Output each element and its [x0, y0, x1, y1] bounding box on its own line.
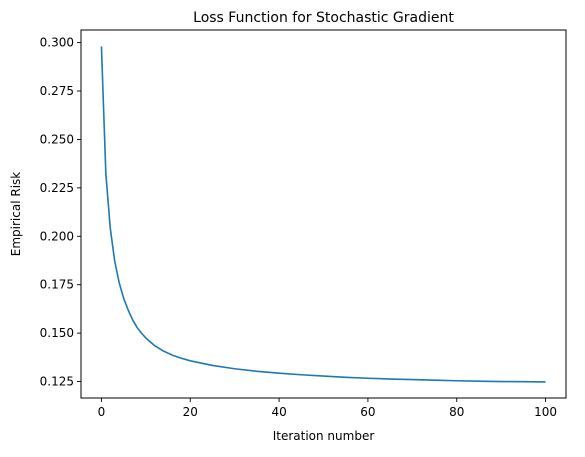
x-tick-label: 80: [449, 405, 464, 419]
y-tick-label: 0.250: [40, 132, 74, 146]
chart-title: Loss Function for Stochastic Gradient: [193, 10, 454, 26]
y-tick-label: 0.200: [40, 229, 74, 243]
y-tick-label: 0.225: [40, 181, 74, 195]
series-line-0: [100, 46, 546, 383]
y-tick-label: 0.125: [40, 375, 74, 389]
y-tick-label: 0.300: [40, 36, 74, 50]
x-axis: 0 20 40 60 80 100: [98, 398, 557, 419]
x-tick-label: 20: [183, 405, 198, 419]
x-tick-label: 60: [360, 405, 375, 419]
y-tick-label: 0.150: [40, 326, 74, 340]
y-tick-label: 0.175: [40, 278, 74, 292]
x-tick-label: 100: [534, 405, 557, 419]
y-tick-label: 0.275: [40, 84, 74, 98]
plot-layer: [100, 46, 546, 383]
x-axis-label: Iteration number: [273, 429, 375, 443]
y-axis-label: Empirical Risk: [9, 172, 23, 257]
x-tick-label: 40: [271, 405, 286, 419]
x-tick-label: 0: [98, 405, 106, 419]
plot-frame: [80, 29, 567, 399]
y-axis: 0.125 0.150 0.175 0.200 0.225 0.250 0.275 0.300: [40, 36, 81, 389]
